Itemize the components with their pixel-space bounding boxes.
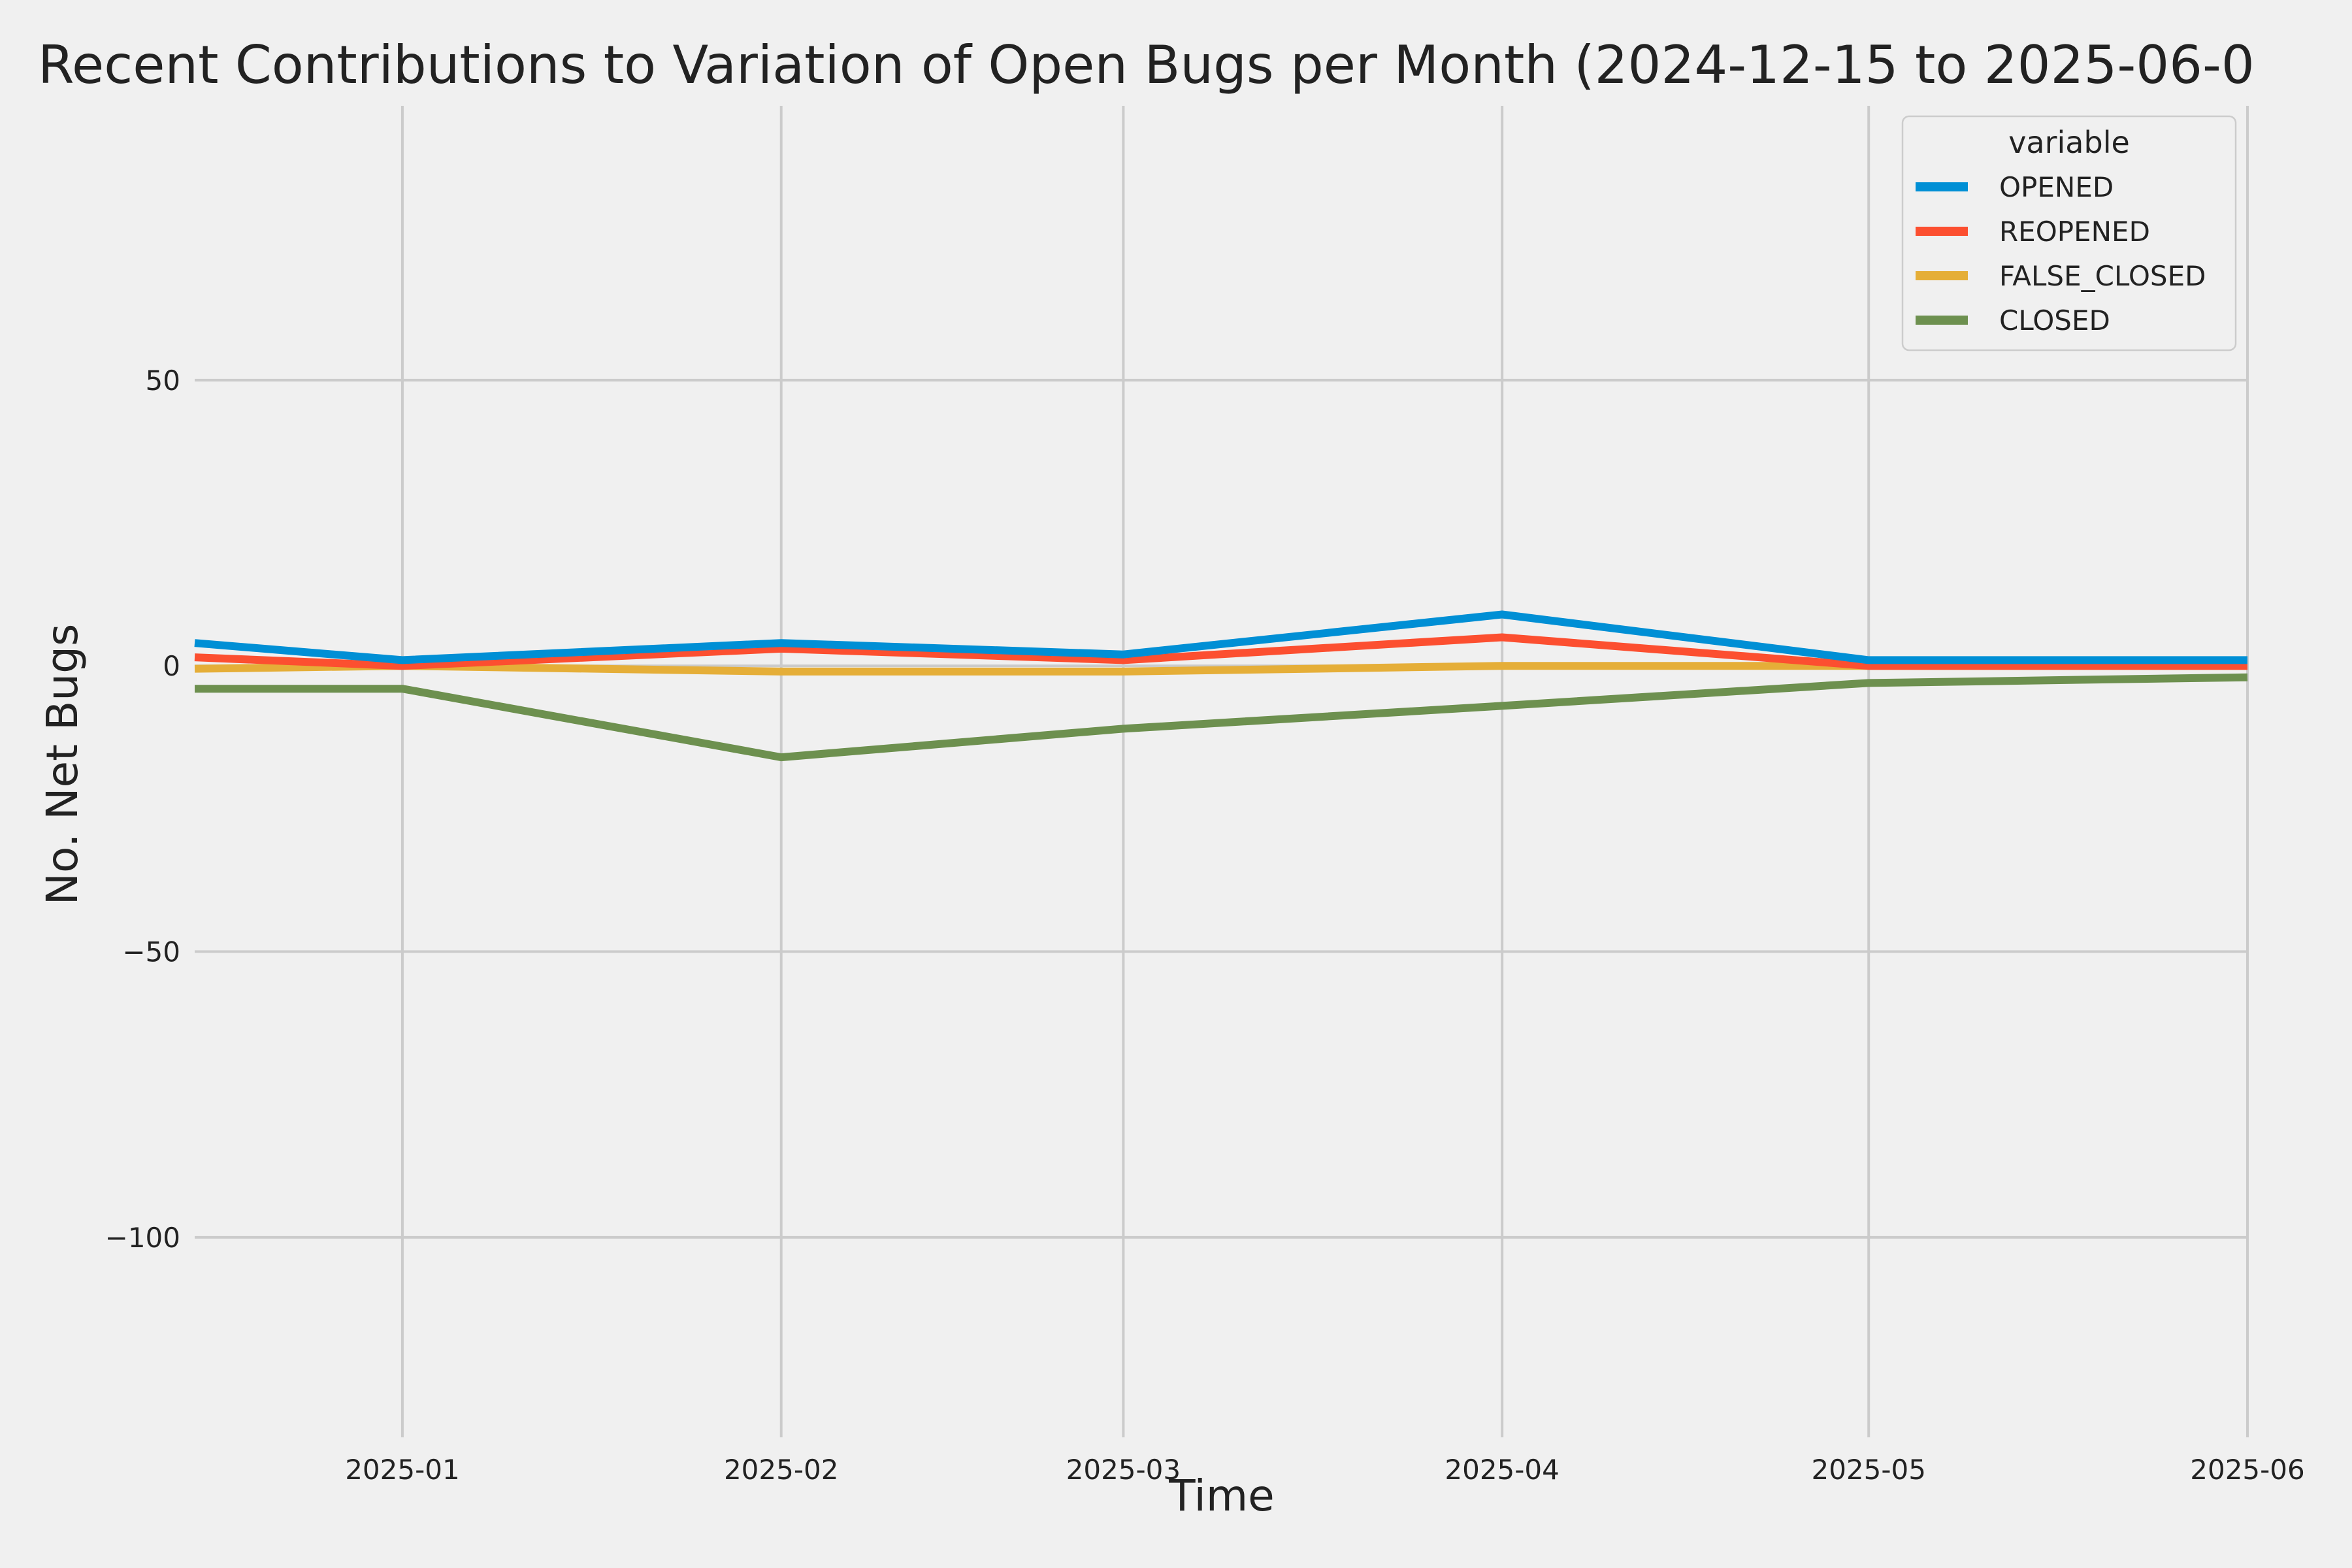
series-line-opened [194, 610, 2247, 664]
x-tick-label: 2025-05 [1811, 1454, 1926, 1486]
chart-title: Recent Contributions to Variation of Ope… [38, 35, 2255, 95]
series-line-closed [195, 673, 2248, 762]
x-tick-label: 2025-04 [1445, 1454, 1560, 1486]
x-tick-label: 2025-06 [2190, 1454, 2305, 1486]
x-tick-label: 2025-01 [345, 1454, 460, 1486]
axis-ticks: 50 0 −50 −100 2025-01 2025-02 2025-03 2025-04 20… [105, 365, 2305, 1486]
x-tick-label: 2025-02 [724, 1454, 839, 1486]
y-axis-label: No. Net Bugs [37, 624, 88, 906]
plot-series [194, 610, 2248, 762]
legend-title: variable [2008, 125, 2130, 160]
y-tick-label: 50 [146, 365, 180, 397]
legend-label-opened: OPENED [1999, 171, 2114, 203]
legend-frame [1901, 115, 2237, 351]
legend-label-false-closed: FALSE_CLOSED [1999, 260, 2206, 292]
y-tick-label: 0 [163, 650, 180, 682]
series-line-reopened [194, 633, 2247, 670]
x-axis-label: Time [1168, 1471, 1275, 1521]
legend-label-closed: CLOSED [1999, 304, 2110, 336]
y-tick-label: −100 [105, 1222, 180, 1254]
legend-label-reopened: REOPENED [1999, 216, 2150, 248]
legend-items: OPENED REOPENED FALSE_CLOSED CLOSED [1916, 171, 2206, 336]
legend: variable OPENED REOPENED FALSE_CLOSED CLOSE… [1901, 115, 2237, 351]
y-tick-label: −50 [122, 936, 180, 968]
x-tick-label: 2025-03 [1066, 1454, 1181, 1486]
